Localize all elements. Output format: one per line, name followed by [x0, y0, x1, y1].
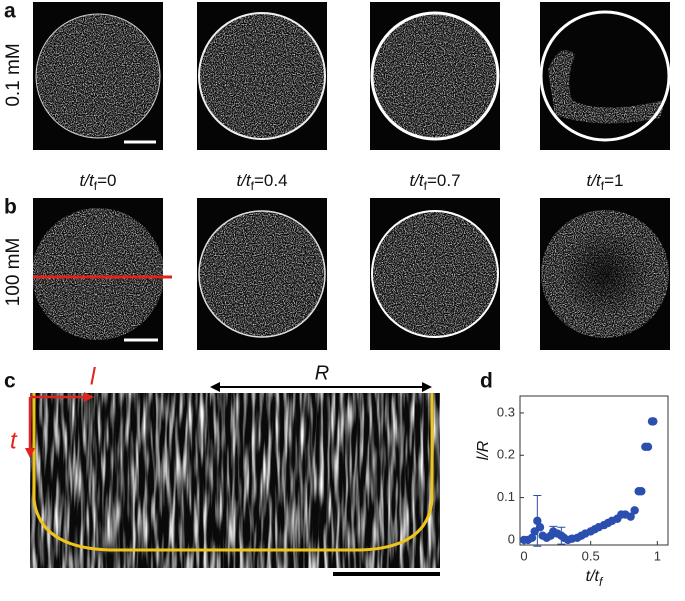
- droplet-edge: [35, 13, 161, 139]
- time-rest: =0.4: [254, 171, 288, 190]
- time-labels: t/tf=0 t/tf=0.4 t/tf=0.7 t/tf=1: [80, 171, 624, 193]
- droplet: [372, 211, 498, 337]
- time-sub: f: [94, 179, 98, 193]
- droplet: [32, 208, 164, 340]
- time-main: t/t: [409, 171, 424, 190]
- kymograph-texture: [30, 393, 440, 568]
- time-main: t/t: [236, 171, 251, 190]
- boundary-curve: [32, 393, 434, 552]
- kymograph: R l t: [10, 362, 440, 576]
- y-tick-label: 0.2: [497, 447, 515, 462]
- droplet: [36, 14, 160, 138]
- x-tick-label: 0: [520, 548, 527, 563]
- y-tick-label: 0: [508, 531, 515, 546]
- droplet: [199, 13, 325, 139]
- time-main: t/t: [80, 171, 95, 190]
- data-point: [527, 533, 537, 543]
- droplet-edge: [198, 12, 326, 140]
- time-label: t/tf=0.4: [236, 171, 287, 193]
- droplet-edge: [371, 210, 499, 338]
- x-tick-label: 0.5: [582, 548, 600, 563]
- r-label: R: [315, 362, 329, 384]
- y-axis-label: l/R: [475, 440, 492, 460]
- y-tick-label: 0.1: [497, 489, 515, 504]
- time-label: t/tf=0: [80, 171, 117, 193]
- x-tick-label: 1: [654, 548, 661, 563]
- droplet: [372, 13, 498, 139]
- data-point: [533, 516, 542, 526]
- arrow-heads: [25, 392, 94, 458]
- droplet: [199, 211, 325, 337]
- scatter-plot: 0 0.1 0.2 0.3 0 0.5 1 l/R t/tf: [475, 395, 669, 589]
- panel-label: c: [4, 370, 16, 393]
- data-point: [535, 523, 545, 532]
- data-point: [643, 442, 653, 451]
- time-label: t/tf=1: [587, 171, 624, 193]
- aggregate: [548, 50, 665, 124]
- panel-label: d: [480, 370, 493, 393]
- condition-label: 100 mM: [3, 238, 24, 307]
- x-label-sub: f: [599, 575, 604, 589]
- data-point: [630, 506, 639, 515]
- x-label-main: t/t: [586, 568, 600, 585]
- time-rest: =0: [97, 171, 116, 190]
- l-label: l: [90, 363, 96, 390]
- depletion: [560, 229, 650, 319]
- time-sub: f: [601, 179, 605, 193]
- time-main: t/t: [587, 171, 602, 190]
- droplet-edge: [370, 11, 500, 141]
- data-point: [626, 512, 635, 521]
- time-sub: f: [424, 179, 428, 193]
- data-point: [649, 417, 658, 426]
- y-tick-label: 0.3: [497, 404, 515, 419]
- data-point: [637, 487, 646, 496]
- panel-label: a: [4, 0, 16, 23]
- time-rest: =0.7: [427, 171, 461, 190]
- axes-arrows: [28, 395, 88, 452]
- x-axis-label: t/tf: [586, 568, 604, 589]
- t-label: t: [10, 427, 18, 454]
- droplet-edge: [539, 10, 671, 142]
- droplet-edge: [198, 210, 326, 338]
- image-row-a: [33, 2, 671, 150]
- time-sub: f: [251, 179, 255, 193]
- condition-label: 0.1 mM: [3, 43, 24, 106]
- plot-frame: [519, 395, 669, 546]
- image-row-b: [32, 198, 670, 350]
- time-label: t/tf=0.7: [409, 171, 460, 193]
- time-rest: =1: [604, 171, 623, 190]
- panel-label: b: [4, 196, 17, 219]
